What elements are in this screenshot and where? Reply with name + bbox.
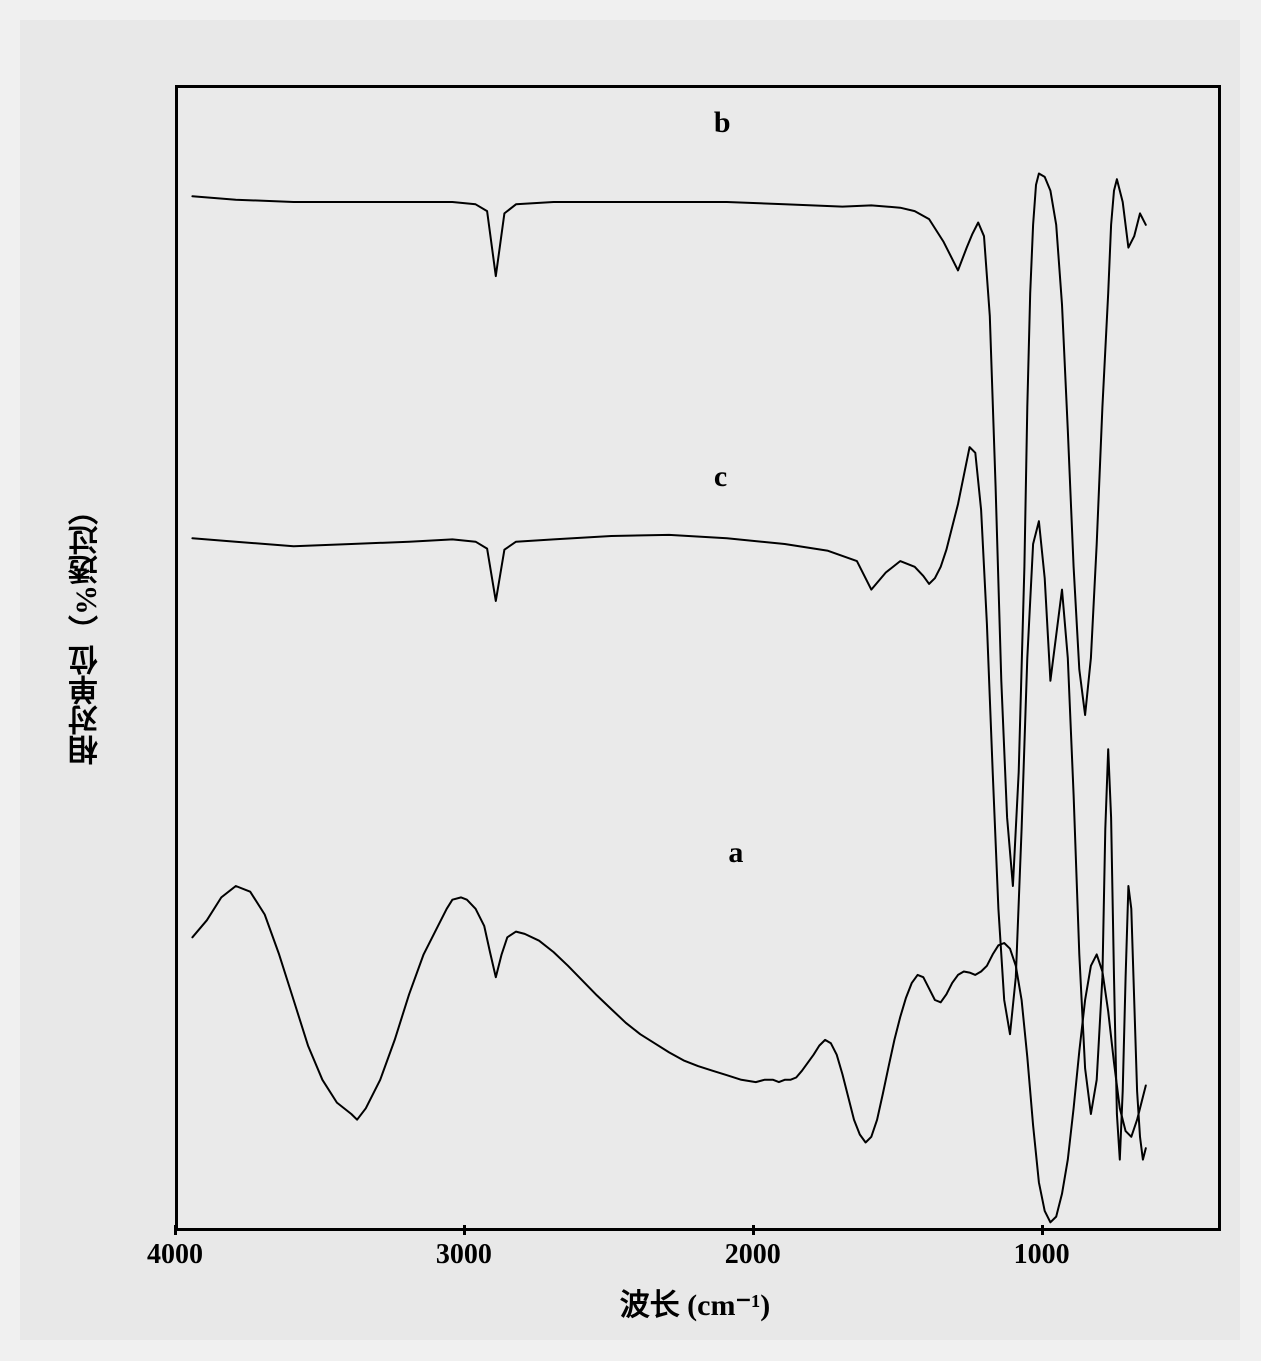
y-axis-label: 相对单位（%透过） — [65, 420, 109, 840]
x-tick — [463, 1225, 466, 1235]
spectrum-line-b — [192, 174, 1145, 887]
series-label-b: b — [714, 106, 731, 140]
x-tick — [1041, 1225, 1044, 1235]
spectrum-svg — [178, 88, 1218, 1228]
x-tick-label: 2000 — [725, 1239, 781, 1271]
x-tick-label: 1000 — [1014, 1239, 1070, 1271]
plot-area — [175, 85, 1221, 1231]
ftir-chart: 相对单位（%透过） 波长 (cm⁻¹) 4000 3000 2000 1000 b c a — [20, 20, 1240, 1340]
spectrum-line-a — [192, 886, 1145, 1222]
x-tick-label: 3000 — [436, 1239, 492, 1271]
x-tick — [174, 1225, 177, 1235]
x-tick-label: 4000 — [147, 1239, 203, 1271]
series-label-c: c — [714, 460, 727, 494]
x-axis-label: 波长 (cm⁻¹) — [575, 1280, 815, 1324]
x-tick — [752, 1225, 755, 1235]
series-label-a: a — [728, 836, 743, 870]
